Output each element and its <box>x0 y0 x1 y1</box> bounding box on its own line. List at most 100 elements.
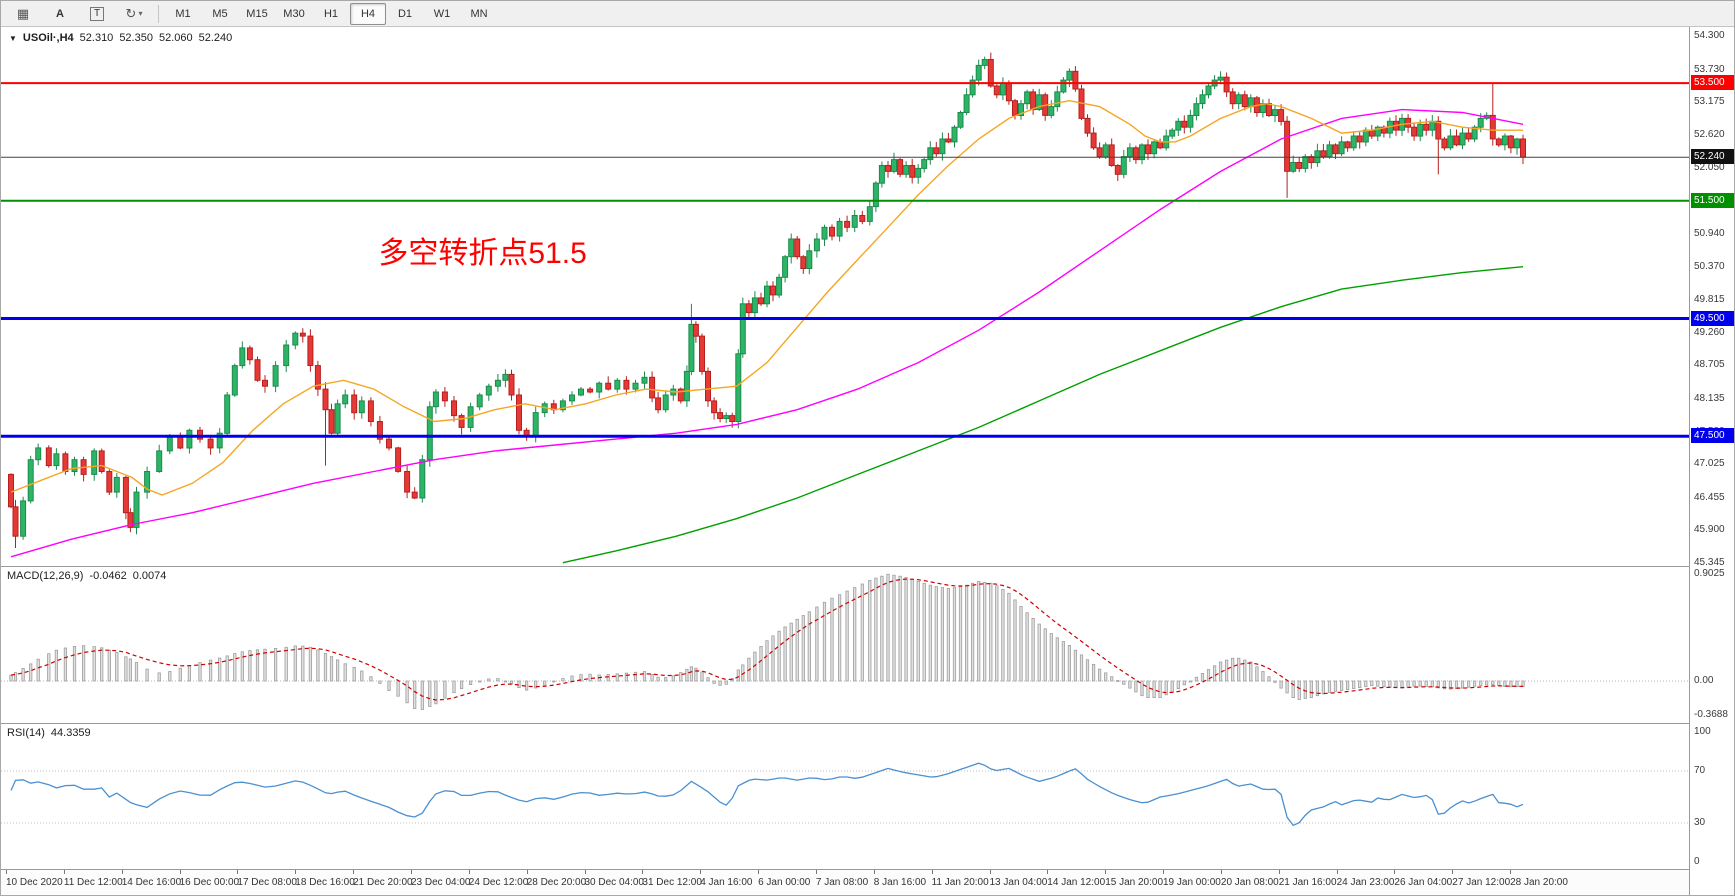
toolbar-separator <box>158 4 159 23</box>
ma-slow-line[interactable] <box>562 266 1524 564</box>
textbox-tool-label: T <box>89 6 105 21</box>
timeframe-button-M5[interactable]: M5 <box>212 7 228 20</box>
ohlc-open: 52.310 <box>79 32 114 44</box>
time-tick <box>989 870 991 874</box>
price-tick-label: 47.025 <box>1694 458 1725 470</box>
time-label: 14 Jan 12:00 <box>1047 877 1106 888</box>
rsi-value: 44.3359 <box>50 727 91 739</box>
price-tick-label: 52.620 <box>1694 128 1725 140</box>
panel-separator[interactable] <box>1 566 1734 567</box>
price-tick-label: 46.455 <box>1694 491 1725 503</box>
shapes-tool-icon: ↻ <box>125 5 137 21</box>
chart-annotation-text[interactable]: 多空转折点51.5 <box>378 237 587 271</box>
time-label: 21 Dec 20:00 <box>353 877 413 888</box>
rsi-tick-label: 0 <box>1694 856 1700 867</box>
text-tool-button[interactable]: A <box>42 3 78 25</box>
time-label: 11 Jan 20:00 <box>931 877 989 888</box>
time-label: 13 Jan 04:00 <box>989 877 1048 888</box>
macd-svg[interactable] <box>1 567 1689 723</box>
candles-layer <box>8 52 1526 548</box>
chart-title-row: ▼ USOil·,H4 52.310 52.350 52.060 52.240 <box>9 32 232 44</box>
ma-fast-line[interactable] <box>10 99 1523 496</box>
price-tick-label: 49.815 <box>1694 293 1725 305</box>
macd-tick-label: 0.9025 <box>1694 568 1725 579</box>
time-tick <box>931 870 933 874</box>
panel-separator[interactable] <box>1 723 1734 724</box>
timeframe-button-H4[interactable]: H4 <box>350 2 386 25</box>
time-tick <box>642 870 644 874</box>
timeframe-button-MN[interactable]: MN <box>470 7 488 20</box>
time-label: 28 Dec 20:00 <box>526 877 587 888</box>
ohlc-high: 52.350 <box>119 32 153 44</box>
time-label: 4 Jan 16:00 <box>700 877 753 888</box>
price-tick-label: 50.370 <box>1694 261 1725 273</box>
price-tick-label: 48.705 <box>1694 359 1725 371</box>
time-label: 30 Dec 04:00 <box>584 877 645 888</box>
time-tick <box>63 870 65 874</box>
price-tick-label: 49.260 <box>1694 326 1725 338</box>
ohlc-low: 52.060 <box>158 32 193 44</box>
time-label: 21 Jan 16:00 <box>1278 877 1337 888</box>
time-tick <box>1452 870 1454 874</box>
toolbar: ▦ A T ↻ ▾ M1 M5 M15 M30 H1 H4 D1 W1 MN <box>1 1 1734 27</box>
timeframe-button-D1[interactable]: D1 <box>397 7 413 20</box>
time-tick <box>873 870 875 874</box>
timeframe-button-M15[interactable]: M15 <box>246 7 268 20</box>
time-tick <box>1105 870 1107 874</box>
time-tick <box>468 870 470 874</box>
price-tick-label: 48.135 <box>1694 392 1725 404</box>
grid-tool-icon[interactable]: ▦ <box>5 3 41 25</box>
chart-dropdown-icon[interactable]: ▼ <box>9 33 17 43</box>
textbox-tool-button[interactable]: T <box>79 3 115 25</box>
timeframe-button-H1[interactable]: H1 <box>323 7 339 20</box>
time-label: 7 Jan 08:00 <box>815 877 869 888</box>
macd-label-row: MACD(12,26,9) -0.0462 0.0074 <box>7 570 166 582</box>
ohlc-close: 52.240 <box>198 32 233 44</box>
time-tick <box>1394 870 1396 874</box>
text-tool-label: A <box>56 7 64 20</box>
rsi-indicator-name: RSI(14) <box>7 727 45 739</box>
macd-tick-label: 0.00 <box>1694 675 1714 686</box>
time-tick <box>411 870 412 874</box>
time-label: 17 Dec 08:00 <box>237 877 297 888</box>
time-label: 24 Jan 23:00 <box>1336 877 1395 888</box>
time-tick <box>295 870 297 874</box>
chevron-down-icon: ▾ <box>138 9 143 18</box>
rsi-tick-label: 30 <box>1694 817 1706 828</box>
time-label: 8 Jan 16:00 <box>873 877 927 888</box>
timeframe-button-M30[interactable]: M30 <box>283 7 305 20</box>
timeframe-button-W1[interactable]: W1 <box>433 7 451 20</box>
time-tick <box>526 870 528 874</box>
timeframe-group: M1 M5 M15 M30 H1 H4 D1 W1 MN <box>165 2 497 25</box>
macd-signal-line <box>10 578 1524 701</box>
rsi-svg[interactable] <box>1 724 1689 869</box>
price-scale[interactable]: 54.300 53.730 53.175 52.620 52.050 51.500 50.9… <box>1689 27 1734 895</box>
macd-signal-value: 0.0074 <box>132 570 167 582</box>
support-47.5-badge: 47.500 <box>1691 428 1734 444</box>
price-chart-svg[interactable] <box>1 27 1689 566</box>
macd-tick-label: -0.3688 <box>1694 709 1728 720</box>
time-scale[interactable]: 10 Dec 2020 11 Dec 12:00 14 Dec 16:00 16 De… <box>1 870 1689 895</box>
chart-area[interactable]: ▼ USOil·,H4 52.310 52.350 52.060 52.240 … <box>1 27 1734 895</box>
price-tick-label: 45.345 <box>1694 557 1725 568</box>
current-price-52.24-badge: 52.240 <box>1691 149 1734 165</box>
time-tick <box>1336 870 1338 874</box>
time-tick <box>1278 870 1280 874</box>
time-label: 20 Jan 08:00 <box>1220 877 1279 888</box>
price-tick-label: 53.175 <box>1694 96 1725 108</box>
time-tick <box>584 870 586 874</box>
shapes-tool-button[interactable]: ↻ ▾ <box>116 3 152 25</box>
time-tick <box>6 870 7 874</box>
panel-separator[interactable] <box>1 869 1734 870</box>
macd-main-value: -0.0462 <box>89 570 127 582</box>
time-label: 10 Dec 2020 <box>6 877 63 888</box>
time-label: 27 Jan 12:00 <box>1452 877 1511 888</box>
time-tick <box>1047 870 1049 874</box>
ma-mid-line[interactable] <box>10 108 1524 558</box>
time-label: 16 Dec 00:00 <box>179 877 240 888</box>
time-tick <box>700 870 702 874</box>
time-tick <box>815 870 817 874</box>
time-label: 28 Jan 20:00 <box>1510 877 1568 888</box>
timeframe-button-M1[interactable]: M1 <box>175 7 191 20</box>
